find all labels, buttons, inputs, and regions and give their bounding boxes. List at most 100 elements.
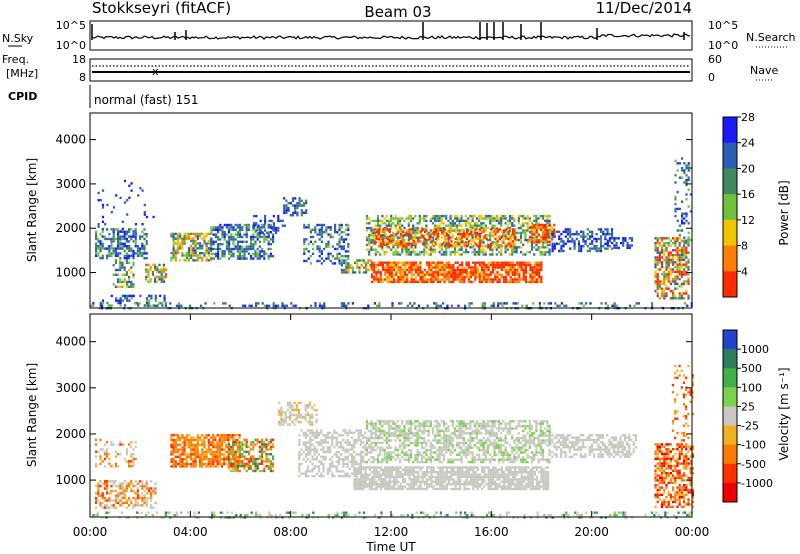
power-cell [502,278,506,281]
power-cell [334,226,337,229]
power-cell [414,214,417,218]
velocity-cell [399,483,402,486]
power-cell [176,235,180,238]
power-cell [132,233,135,236]
power-cell [275,231,278,235]
power-cell [209,244,213,248]
power-cell [200,304,203,307]
velocity-cell [401,473,404,476]
velocity-cell [132,489,135,493]
power-cell [418,217,421,220]
power-cell [154,297,157,300]
power-cell [524,273,528,276]
power-cell [386,278,389,281]
velocity-cell [236,438,239,442]
power-cell [482,253,485,256]
velocity-cell [172,458,175,461]
velocity-cell [203,453,206,456]
power-cell [112,249,115,253]
power-cell [604,228,607,231]
power-cell [207,232,210,236]
power-cell [494,273,497,276]
power-cell [489,271,492,274]
velocity-cell [172,443,175,446]
power-cell [397,271,400,274]
power-cell [435,230,438,233]
velocity-cell [421,471,424,474]
power-cell [338,233,341,236]
velocity-cell [218,462,221,466]
velocity-cell [324,434,327,437]
power-cell [347,268,350,272]
velocity-cell [216,465,219,468]
power-cell [390,261,393,264]
velocity-cell [203,438,206,442]
power-cell [669,244,672,247]
power-cell [390,263,393,267]
power-cell [560,249,563,253]
power-cell [474,233,477,236]
velocity-cell [357,453,360,456]
power-cell [225,243,228,246]
power-cell [674,181,677,184]
velocity-cell [357,434,360,437]
velocity-cell [307,470,310,473]
power-cell [252,257,255,260]
power-cell [265,252,268,255]
power-cell [535,222,538,225]
power-cell [115,297,118,300]
velocity-cell [342,465,345,468]
power-cell [674,249,677,252]
power-cell [145,275,148,279]
power-cell [126,299,129,302]
power-cell [451,234,454,237]
velocity-cell [342,448,345,451]
power-cell [187,259,191,262]
power-cell [134,223,138,226]
velocity-cell [278,420,281,424]
power-cell [535,214,538,218]
velocity-cell [117,453,120,456]
velocity-cell [250,457,253,461]
velocity-cell [295,416,298,419]
velocity-cell [132,460,135,463]
velocity-cell [315,408,318,412]
power-cell [367,261,370,264]
power-cell [121,266,124,269]
power-cell [342,247,345,251]
power-cell [395,278,398,281]
power-cell [680,256,683,259]
power-cell [546,235,549,239]
power-cell [548,243,551,247]
power-cell [152,215,155,219]
power-cell [373,263,376,267]
power-cell [463,242,466,245]
velocity-cell [406,473,409,476]
power-cell [442,214,446,218]
power-cell [243,255,246,258]
power-cell [158,270,161,274]
power-cell [256,252,259,255]
velocity-cell [348,448,351,451]
velocity-cell [223,455,226,458]
power-cell [176,251,180,255]
power-cell [667,244,670,247]
power-cell [591,235,594,238]
velocity-cell [324,438,327,442]
velocity-cell [265,443,268,446]
power-cell [685,183,688,187]
power-cell [674,198,677,201]
velocity-cell [318,453,321,456]
power-cell [674,297,677,300]
velocity-cell [194,450,197,454]
power-cell [162,266,165,269]
velocity-cell [293,418,296,421]
velocity-cell [295,413,298,417]
power-cell [667,277,670,281]
velocity-cell [362,460,365,463]
power-cell [512,235,515,238]
power-cell [424,230,427,233]
power-cell [408,237,411,241]
power-cell [533,263,536,267]
power-cell [501,240,504,243]
